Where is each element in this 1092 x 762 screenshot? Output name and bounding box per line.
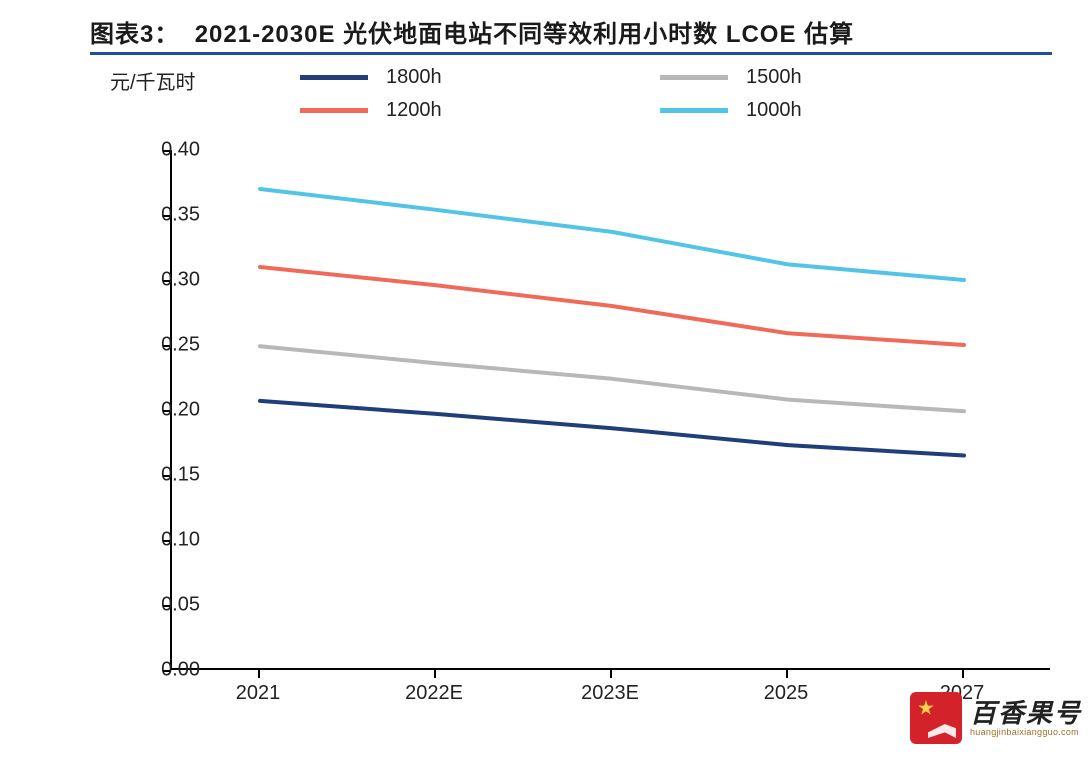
y-tick-mark	[163, 150, 170, 152]
chart-legend: 1800h 1500h 1200h 1000h	[300, 66, 1020, 122]
line-1800h	[260, 401, 964, 456]
legend-label-1800h: 1800h	[386, 66, 442, 89]
legend-swatch-1500h	[660, 75, 728, 80]
legend-label-1200h: 1200h	[386, 99, 442, 122]
y-tick-label: 0.40	[140, 139, 200, 162]
title-separator	[90, 52, 1052, 55]
y-tick-label: 0.10	[140, 529, 200, 552]
y-tick-label: 0.00	[140, 659, 200, 682]
y-tick-mark	[163, 345, 170, 347]
line-1200h	[260, 267, 964, 345]
y-tick-label: 0.35	[140, 204, 200, 227]
x-tick-mark	[610, 670, 612, 678]
watermark-text: 百香果号 huangjinbaixiangguo.com	[970, 700, 1082, 737]
y-tick-mark	[163, 215, 170, 217]
y-tick-label: 0.05	[140, 594, 200, 617]
y-tick-label: 0.25	[140, 334, 200, 357]
watermark-cn: 百香果号	[970, 700, 1082, 726]
x-tick-mark	[258, 670, 260, 678]
title-prefix: 图表3：	[90, 21, 179, 48]
legend-label-1000h: 1000h	[746, 99, 802, 122]
y-axis-unit-label: 元/千瓦时	[110, 66, 196, 95]
legend-swatch-1800h	[300, 75, 368, 80]
watermark-en: huangjinbaixiangguo.com	[970, 728, 1082, 737]
chart-title: 图表3： 2021-2030E 光伏地面电站不同等效利用小时数 LCOE 估算	[90, 14, 854, 49]
y-tick-mark	[163, 670, 170, 672]
x-tick-label: 2021	[236, 682, 281, 705]
x-tick-label: 2022E	[405, 682, 463, 705]
legend-item-1000h: 1000h	[660, 99, 1020, 122]
line-1000h	[260, 189, 964, 280]
y-tick-mark	[163, 605, 170, 607]
x-tick-mark	[434, 670, 436, 678]
chart-plot-area	[170, 150, 1050, 670]
legend-item-1200h: 1200h	[300, 99, 660, 122]
legend-swatch-1200h	[300, 108, 368, 113]
y-tick-mark	[163, 540, 170, 542]
y-tick-mark	[163, 410, 170, 412]
y-tick-label: 0.15	[140, 464, 200, 487]
legend-item-1800h: 1800h	[300, 66, 660, 89]
y-tick-label: 0.30	[140, 269, 200, 292]
chart-lines-svg	[172, 150, 1052, 670]
watermark-logo-icon	[910, 692, 962, 744]
title-text: 2021-2030E 光伏地面电站不同等效利用小时数 LCOE 估算	[195, 21, 854, 48]
watermark: 百香果号 huangjinbaixiangguo.com	[910, 692, 1082, 744]
x-tick-mark	[962, 670, 964, 678]
x-tick-label: 2023E	[581, 682, 639, 705]
x-tick-label: 2025	[764, 682, 809, 705]
legend-label-1500h: 1500h	[746, 66, 802, 89]
legend-item-1500h: 1500h	[660, 66, 1020, 89]
line-1500h	[260, 346, 964, 411]
legend-swatch-1000h	[660, 108, 728, 113]
y-tick-label: 0.20	[140, 399, 200, 422]
y-tick-mark	[163, 280, 170, 282]
y-tick-mark	[163, 475, 170, 477]
x-tick-mark	[786, 670, 788, 678]
